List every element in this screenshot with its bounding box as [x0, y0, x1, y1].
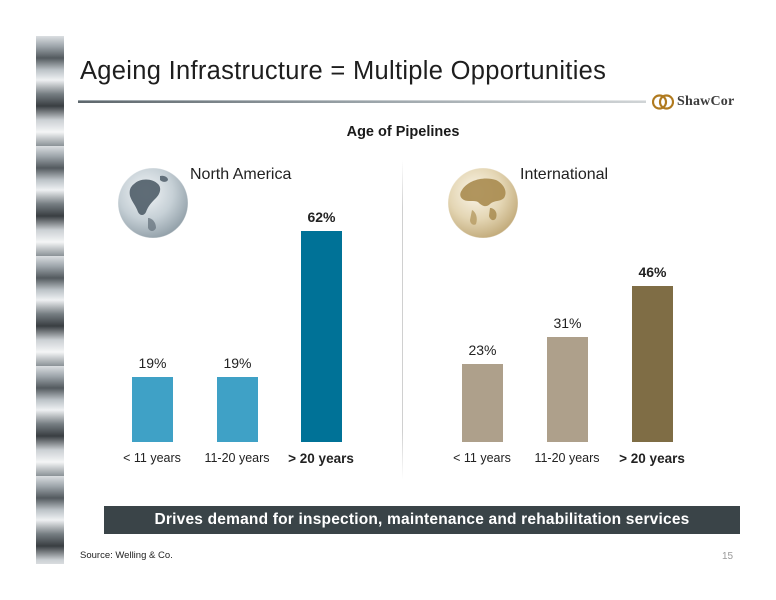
shawcor-logo-icon: [652, 94, 674, 110]
page-number: 15: [722, 551, 734, 562]
north-america-panel-title: North America: [190, 166, 292, 183]
panel-divider: [402, 160, 403, 480]
data-label-north-america-2: 62%: [307, 209, 336, 225]
bar-international-1: [547, 337, 588, 442]
international-panel-title: International: [520, 166, 609, 183]
key-message-banner: Drives demand for inspection, maintenanc…: [104, 506, 740, 534]
data-label-north-america-0: 19%: [138, 355, 167, 371]
title-rule: [78, 100, 646, 101]
data-label-international-2: 46%: [638, 264, 667, 280]
international-globe-icon: [447, 167, 519, 239]
shawcor-logo: ShawCor: [652, 93, 734, 111]
category-label-international-0: < 11 years: [453, 451, 511, 465]
slide-title: Ageing Infrastructure = Multiple Opportu…: [80, 57, 607, 85]
bar-north-america-0: [132, 377, 173, 442]
bar-international-0: [462, 364, 503, 442]
category-label-international-2: > 20 years: [619, 451, 685, 466]
category-label-north-america-0: < 11 years: [123, 451, 181, 465]
bar-north-america-1: [217, 377, 258, 442]
data-label-international-1: 31%: [553, 315, 582, 331]
source-note: Source: Welling & Co.: [80, 550, 173, 561]
north-america-globe-icon: [117, 167, 189, 239]
logo-text: ShawCor: [677, 94, 735, 109]
category-label-north-america-2: > 20 years: [288, 451, 354, 466]
title-rule-shadow: [78, 101, 646, 103]
pipes-photo-strip: [36, 36, 64, 564]
bar-north-america-2: [301, 231, 342, 442]
category-label-international-1: 11-20 years: [534, 451, 600, 465]
chart-title: Age of Pipelines: [346, 124, 460, 140]
data-label-north-america-1: 19%: [223, 355, 252, 371]
category-label-north-america-1: 11-20 years: [204, 451, 270, 465]
data-label-international-0: 23%: [468, 342, 497, 358]
bar-international-2: [632, 286, 673, 442]
